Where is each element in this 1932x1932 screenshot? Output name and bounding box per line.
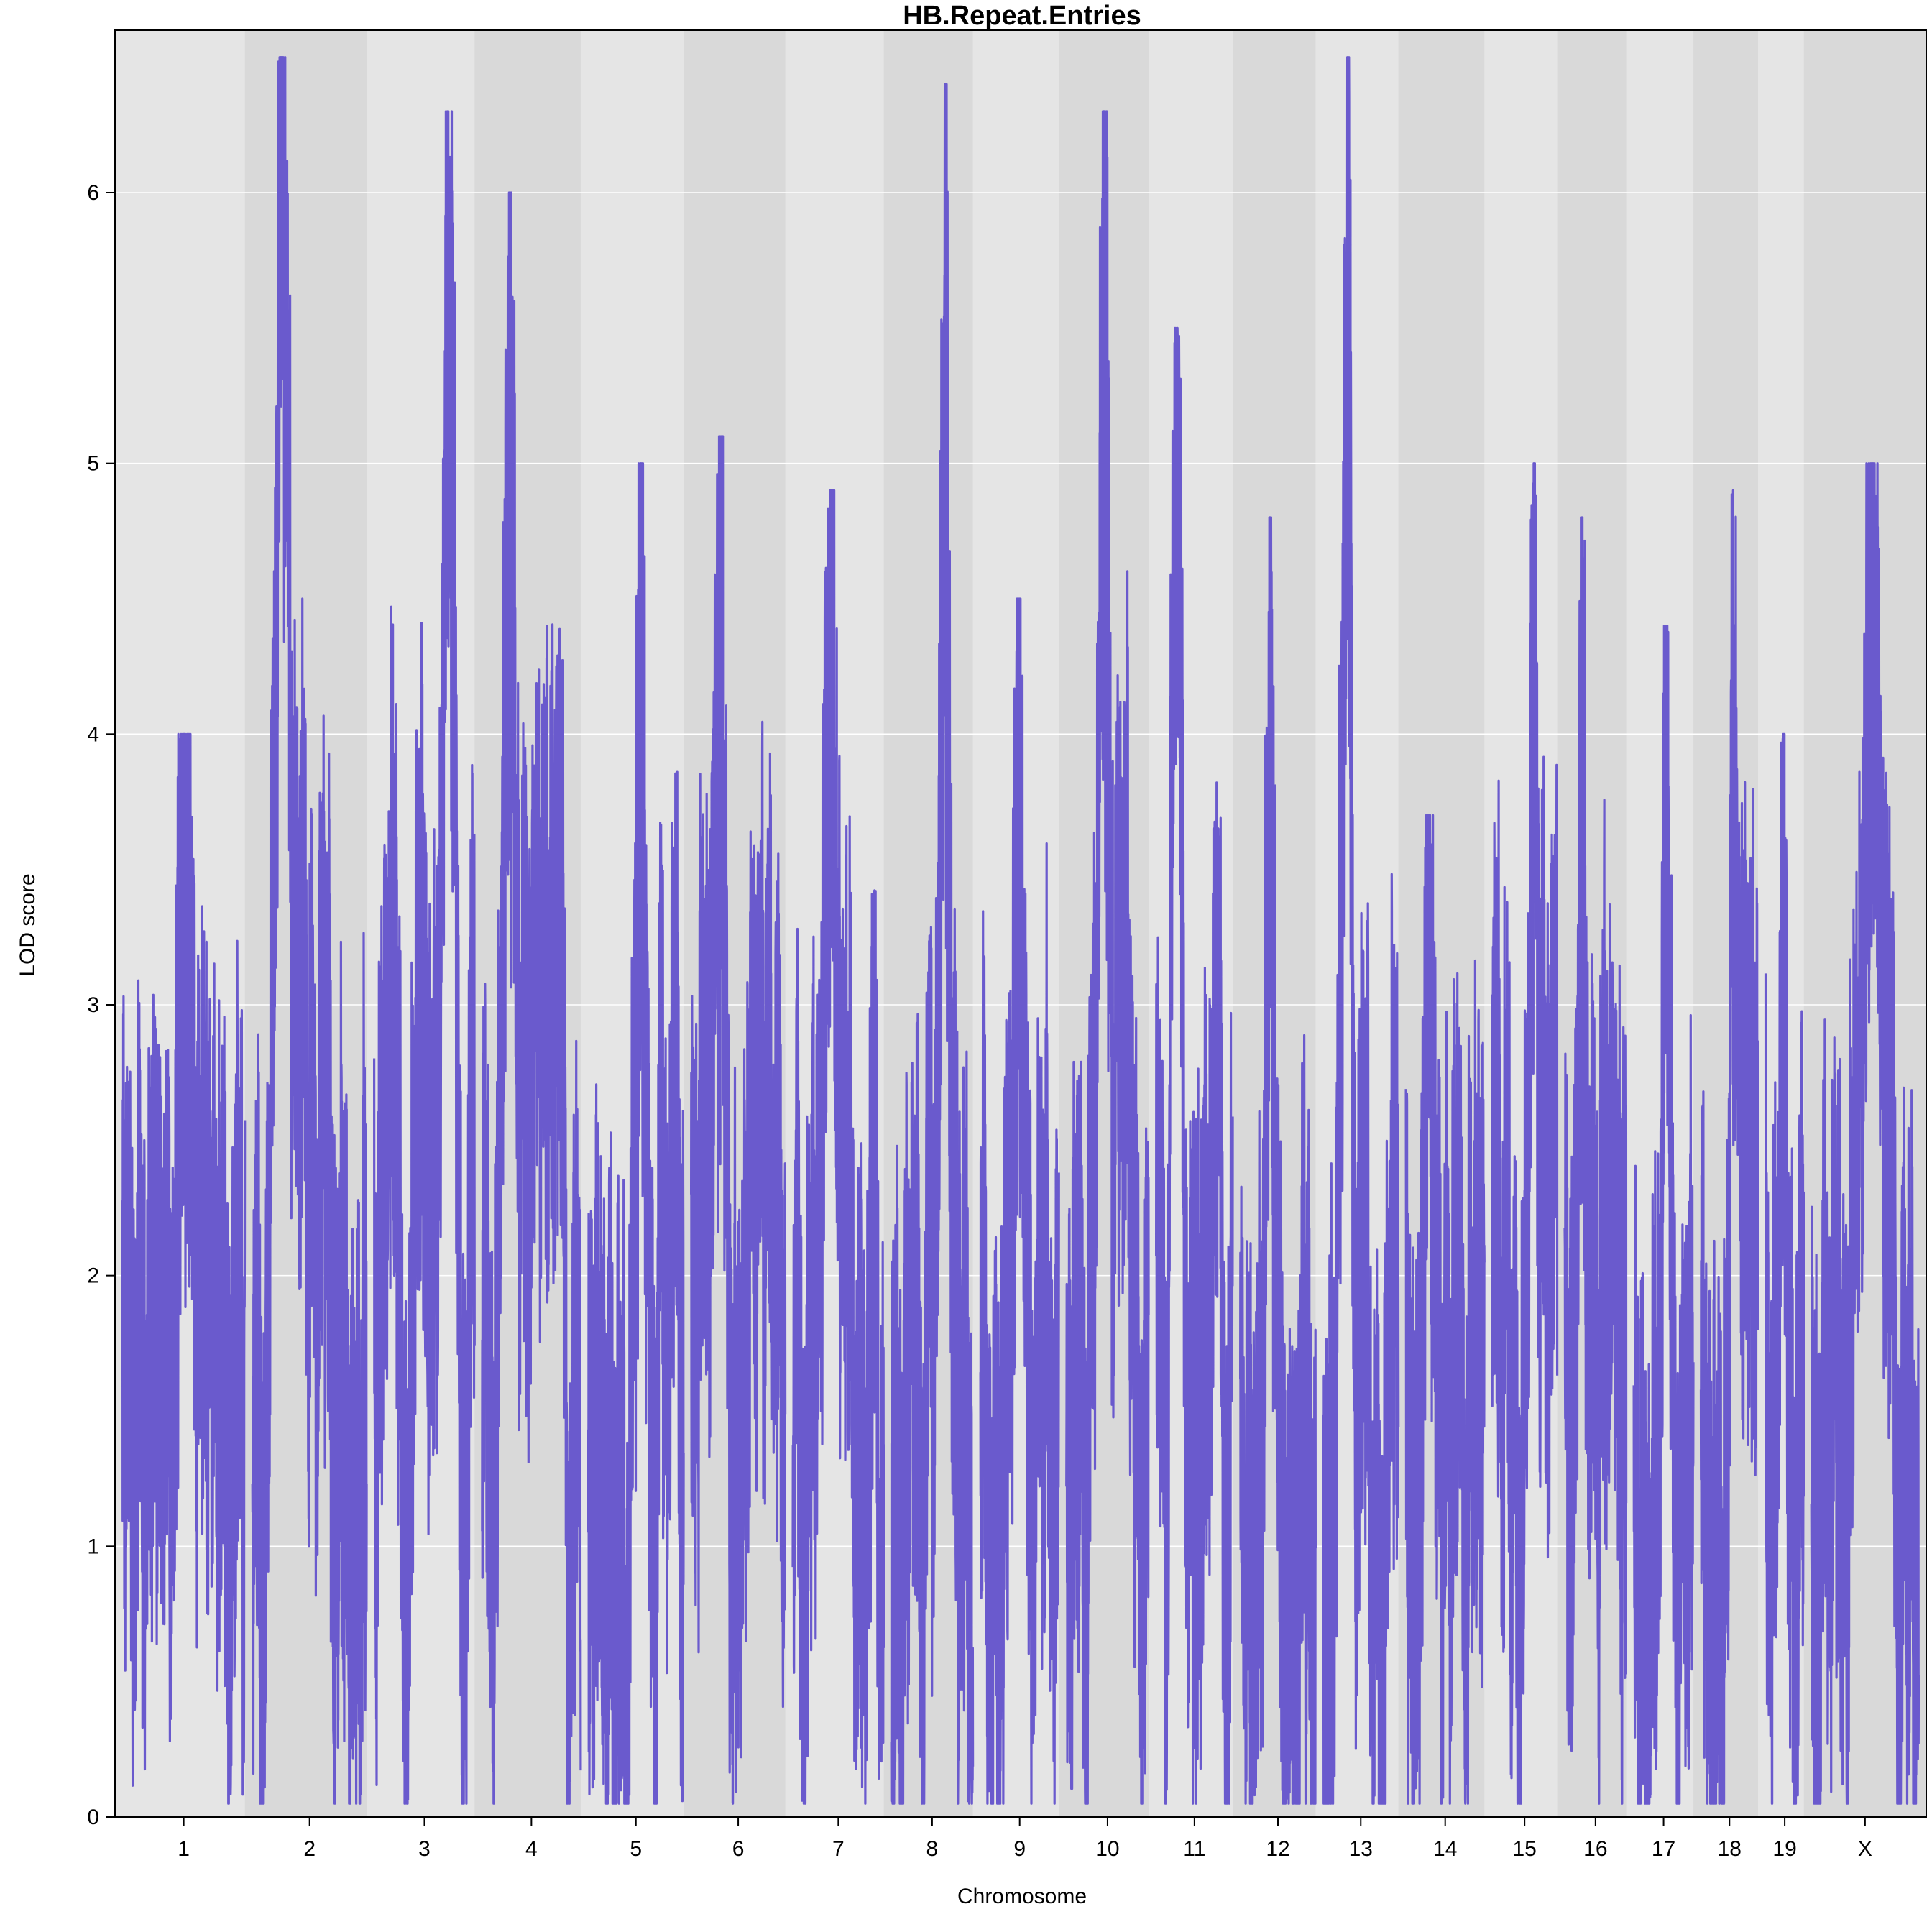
x-axis-label: Chromosome: [957, 1885, 1087, 1908]
x-tick-label-14: 14: [1433, 1837, 1457, 1861]
y-tick-label-2: 2: [87, 1264, 99, 1288]
x-tick-label-18: 18: [1718, 1837, 1742, 1861]
x-tick-label-1: 1: [178, 1837, 190, 1861]
y-tick-label-0: 0: [87, 1806, 99, 1829]
x-tick-label-19: 19: [1772, 1837, 1796, 1861]
y-tick-label-1: 1: [87, 1535, 99, 1558]
x-tick-label-7: 7: [832, 1837, 845, 1861]
x-tick-label-11: 11: [1183, 1837, 1205, 1861]
x-tick-label-17: 17: [1652, 1837, 1675, 1861]
chart-title: HB.Repeat.Entries: [903, 1, 1141, 31]
x-tick-label-16: 16: [1583, 1837, 1607, 1861]
x-tick-label-8: 8: [926, 1837, 939, 1861]
lod-series-line: [121, 56, 1920, 1805]
x-tick-label-9: 9: [1013, 1837, 1026, 1861]
y-tick-label-3: 3: [87, 993, 99, 1017]
plot-frame: [114, 29, 1927, 1818]
x-tick-label-13: 13: [1349, 1837, 1373, 1861]
x-tick-label-15: 15: [1512, 1837, 1536, 1861]
x-tick-label-2: 2: [303, 1837, 316, 1861]
y-axis-label: LOD score: [16, 873, 40, 976]
x-tick-label-X: X: [1858, 1837, 1872, 1861]
y-tick-label-5: 5: [87, 452, 99, 476]
x-tick-label-3: 3: [418, 1837, 431, 1861]
y-tick-label-6: 6: [87, 181, 99, 205]
x-tick-label-5: 5: [630, 1837, 642, 1861]
x-tick-label-6: 6: [732, 1837, 745, 1861]
x-axis-ticks: 1 2 3 4 5 6 7 8 9 10 11 12 13 14 15 16 17 18 19 X: [178, 1817, 1872, 1861]
x-tick-label-4: 4: [525, 1837, 538, 1861]
y-axis-ticks: 0 1 2 3 4 5 6: [87, 181, 115, 1829]
x-tick-label-10: 10: [1095, 1837, 1119, 1861]
x-tick-label-12: 12: [1266, 1837, 1289, 1861]
y-tick-label-4: 4: [87, 722, 99, 746]
